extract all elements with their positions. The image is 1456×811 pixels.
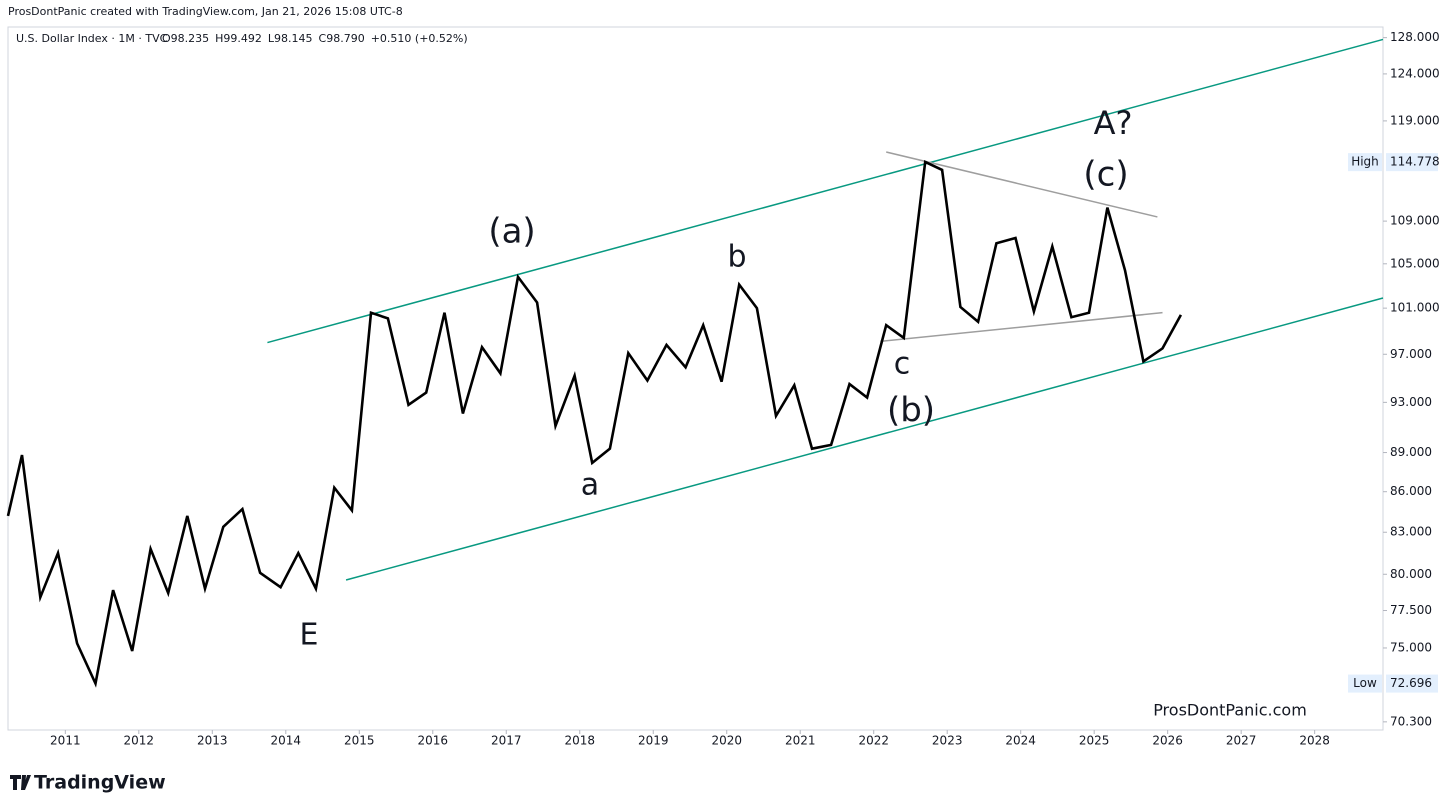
y-tick-label: 97.000 (1390, 347, 1432, 361)
x-tick-label: 2020 (711, 734, 742, 748)
y-tick-label: 70.300 (1390, 714, 1432, 728)
x-tick-label: 2012 (124, 734, 155, 748)
x-tick-label: 2011 (50, 734, 81, 748)
plot-frame (7, 26, 1384, 731)
x-tick-label: 2016 (417, 734, 448, 748)
brand: TradingView (34, 772, 166, 794)
y-tick-label: 105.000 (1390, 256, 1440, 270)
footer-logo: TradingView (10, 772, 166, 794)
wave-label: c (894, 347, 911, 382)
trend-line (267, 38, 1384, 344)
x-tick-label: 2019 (638, 734, 669, 748)
low-value: 72.696 (1390, 676, 1432, 690)
x-tick-label: 2013 (197, 734, 228, 748)
low-tag: Low (1353, 676, 1377, 690)
wave-label: (a) (488, 212, 535, 252)
x-tick-label: 2027 (1226, 734, 1257, 748)
high-value: 114.778 (1390, 155, 1440, 169)
high-tag-bg (1348, 153, 1382, 172)
x-tick-label: 2017 (491, 734, 522, 748)
price-line (6, 159, 1183, 688)
x-tick-label: 2026 (1152, 734, 1183, 748)
ohlc-value: O98.235 (162, 32, 209, 45)
x-tick-label: 2014 (271, 734, 302, 748)
ohlc-value: L98.145 (268, 32, 313, 45)
trend-line (886, 151, 1158, 218)
y-tick-label: 119.000 (1390, 113, 1440, 127)
y-tick-label: 89.000 (1390, 445, 1432, 459)
y-tick-label: 101.000 (1390, 301, 1440, 315)
wave-label: b (727, 240, 746, 275)
ohlc-value: H99.492 (215, 32, 262, 45)
y-tick-label: 93.000 (1390, 395, 1432, 409)
y-tick-label: 128.000 (1390, 30, 1440, 44)
x-tick-label: 2028 (1299, 734, 1330, 748)
y-tick-label: 75.000 (1390, 640, 1432, 654)
logo-icon (10, 775, 31, 790)
y-tick-label: 86.000 (1390, 484, 1432, 498)
wave-label: E (300, 618, 319, 653)
high-tag: High (1351, 155, 1379, 169)
ohlc-value: +0.510 (+0.52%) (371, 32, 468, 45)
header: ProsDontPanic created with TradingView.c… (8, 5, 403, 18)
x-tick-label: 2015 (344, 734, 375, 748)
wave-label: a (581, 468, 599, 503)
symbol: U.S. Dollar Index · 1M · TVC (16, 32, 168, 45)
ohlc-value: C98.790 (319, 32, 365, 45)
x-tick-label: 2021 (785, 734, 816, 748)
x-tick-label: 2022 (858, 734, 889, 748)
x-tick-label: 2024 (1005, 734, 1036, 748)
high-value-bg (1386, 153, 1438, 172)
y-tick-label: 83.000 (1390, 525, 1432, 539)
y-tick-label: 77.500 (1390, 603, 1432, 617)
wave-label: (b) (887, 391, 935, 431)
low-value-bg (1386, 674, 1438, 693)
y-tick-label: 109.000 (1390, 214, 1440, 228)
low-tag-bg (1348, 674, 1382, 693)
wave-label: A? (1094, 104, 1133, 142)
x-tick-label: 2025 (1079, 734, 1110, 748)
x-tick-label: 2023 (932, 734, 963, 748)
y-tick-label: 80.000 (1390, 567, 1432, 581)
wave-label: (c) (1083, 155, 1128, 195)
wave-label: ProsDontPanic.com (1153, 701, 1307, 720)
trend-line (880, 311, 1163, 343)
trend-line (345, 297, 1384, 581)
y-tick-label: 124.000 (1390, 66, 1440, 80)
x-tick-label: 2018 (564, 734, 595, 748)
